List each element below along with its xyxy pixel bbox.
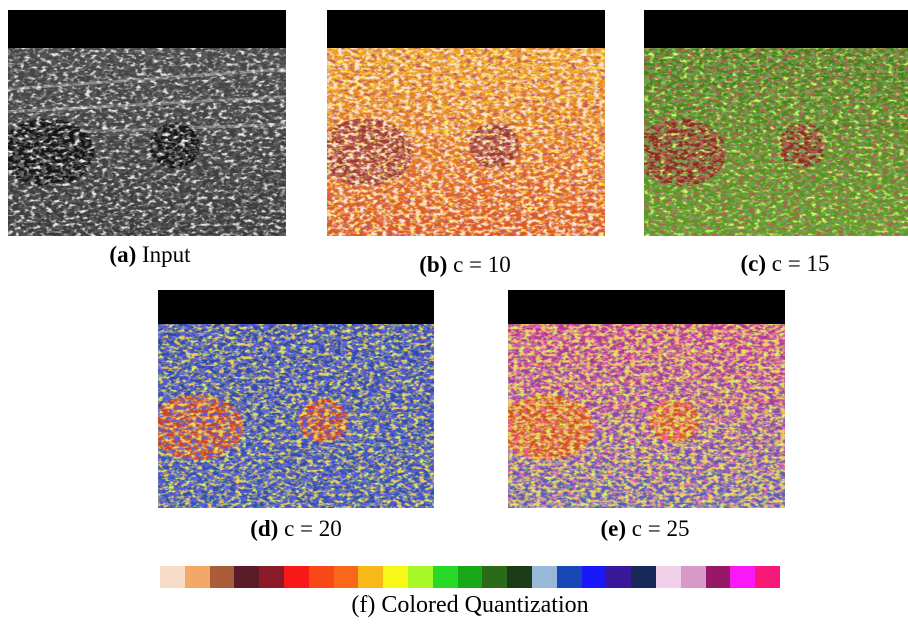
black-band: [327, 10, 605, 48]
caption-label: (a): [109, 242, 136, 267]
quantized-image: [158, 290, 434, 508]
caption-text: c = 25: [632, 516, 690, 541]
caption: (d) c = 20: [250, 516, 342, 542]
quantized-image: [327, 10, 605, 236]
black-band: [508, 290, 785, 324]
quantized-image: [644, 10, 908, 236]
caption: (e) c = 25: [601, 516, 690, 542]
figure: (a) Input (b) c = 10 (c) c = 15 (d) c = …: [0, 0, 908, 626]
texture: [8, 48, 286, 236]
caption-text: Input: [142, 242, 191, 267]
texture: [327, 48, 605, 236]
caption: (b) c = 10: [419, 252, 511, 278]
legend-caption: (f) Colored Quantization: [351, 592, 588, 619]
caption-label: (c): [741, 251, 767, 276]
quantized-image: [508, 290, 785, 508]
caption-label: (d): [250, 516, 278, 541]
texture: [644, 48, 908, 236]
input-image: [8, 10, 286, 236]
caption: (a) Input: [109, 242, 190, 268]
caption-label: (e): [601, 516, 627, 541]
texture: [508, 324, 785, 508]
texture: [158, 324, 434, 508]
caption-text: c = 15: [772, 251, 830, 276]
caption-text: c = 10: [453, 252, 511, 277]
caption-label: (b): [419, 252, 447, 277]
black-band: [644, 10, 908, 48]
caption: (c) c = 15: [741, 251, 830, 277]
color-bar: [160, 566, 780, 588]
black-band: [8, 10, 286, 48]
caption-text: c = 20: [284, 516, 342, 541]
black-band: [158, 290, 434, 324]
